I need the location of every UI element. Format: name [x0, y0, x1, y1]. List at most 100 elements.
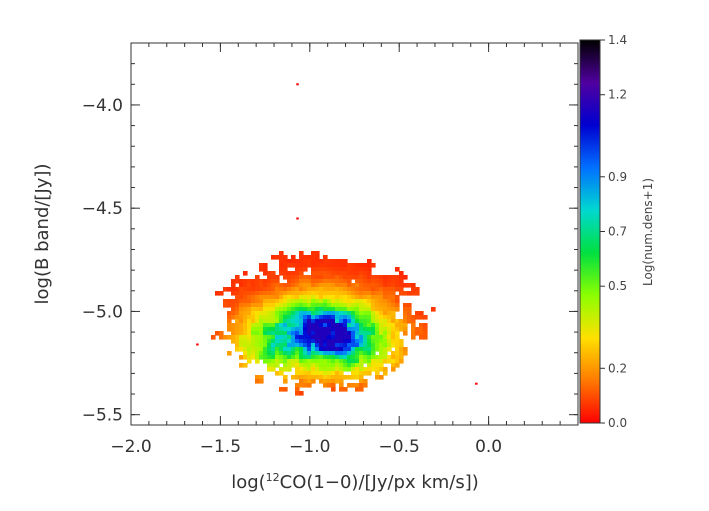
density-cell	[303, 315, 308, 320]
density-cell	[275, 351, 280, 356]
density-cell	[307, 371, 312, 376]
density-cell	[283, 359, 288, 364]
density-cell	[343, 375, 348, 380]
density-cell	[375, 319, 380, 324]
density-cell	[227, 303, 232, 308]
density-cell	[227, 351, 232, 356]
density-cell	[391, 355, 396, 360]
density-cell	[283, 335, 288, 340]
density-cell	[319, 351, 324, 356]
density-cell	[243, 363, 248, 368]
density-cell	[303, 287, 308, 292]
density-cell	[271, 343, 276, 348]
density-cell	[291, 299, 296, 304]
density-cell	[339, 367, 344, 372]
density-cell	[331, 283, 336, 288]
density-cell	[239, 311, 244, 316]
density-cell	[311, 275, 316, 280]
density-cell	[231, 315, 236, 320]
density-cell	[251, 351, 256, 356]
density-cell	[395, 335, 400, 340]
density-cell	[371, 307, 376, 312]
density-cell	[303, 363, 308, 368]
density-cell	[303, 351, 308, 356]
density-cell	[299, 335, 304, 340]
density-cell	[263, 343, 268, 348]
density-cell	[287, 319, 292, 324]
density-cell	[295, 339, 300, 344]
density-cell	[263, 359, 268, 364]
colorbar-ticks: 0.0 0.2 0.5 0.7 0.9 1.2 1.4	[600, 33, 627, 430]
density-cell	[323, 363, 328, 368]
density-cell	[347, 315, 352, 320]
density-cell	[263, 331, 268, 336]
density-cell	[379, 363, 384, 368]
density-cell	[387, 299, 392, 304]
density-cell	[415, 311, 420, 316]
density-cell	[291, 291, 296, 296]
density-cell	[355, 271, 360, 276]
density-cell	[379, 295, 384, 300]
density-cell	[291, 323, 296, 328]
density-cell	[271, 327, 276, 332]
density-cell	[315, 315, 320, 320]
density-cell	[323, 267, 328, 272]
density-cell	[339, 335, 344, 340]
density-cell	[323, 275, 328, 280]
density-cell	[307, 335, 312, 340]
density-cell	[343, 259, 348, 264]
density-cell	[303, 343, 308, 348]
density-cell	[371, 311, 376, 316]
density-cell	[239, 287, 244, 292]
density-cell	[307, 379, 312, 384]
density-cell	[331, 355, 336, 360]
density-cell	[251, 311, 256, 316]
density-cell	[263, 271, 268, 276]
density-cell	[351, 331, 356, 336]
density-cell	[339, 327, 344, 332]
density-cell	[375, 335, 380, 340]
density-cell	[395, 307, 400, 312]
density-cell	[299, 255, 304, 260]
density-cell	[359, 379, 364, 384]
density-cell	[355, 339, 360, 344]
density-cell	[315, 295, 320, 300]
density-cell	[339, 283, 344, 288]
density-cell	[359, 319, 364, 324]
density-cell	[231, 331, 236, 336]
density-cell	[239, 283, 244, 288]
density-cell	[311, 303, 316, 308]
density-cell	[267, 271, 272, 276]
density-cell	[259, 331, 264, 336]
density-cell	[279, 343, 284, 348]
density-cell	[391, 327, 396, 332]
density-cell	[259, 263, 264, 268]
density-cell	[363, 303, 368, 308]
density-cell	[231, 299, 236, 304]
density-cell	[255, 311, 260, 316]
density-cell	[311, 335, 316, 340]
density-cell	[407, 283, 412, 288]
density-cell	[259, 299, 264, 304]
density-cell	[295, 295, 300, 300]
density-cell	[395, 347, 400, 352]
density-cell	[315, 287, 320, 292]
density-cell	[247, 279, 252, 284]
density-cell	[243, 351, 248, 356]
density-cell	[379, 275, 384, 280]
density-cell	[303, 291, 308, 296]
density-cell	[263, 283, 268, 288]
density-cell	[339, 363, 344, 368]
density-cell	[307, 255, 312, 260]
density-cell	[295, 359, 300, 364]
density-cell	[339, 291, 344, 296]
density-cell	[283, 355, 288, 360]
density-cell	[263, 323, 268, 328]
density-cell	[263, 335, 268, 340]
density-cell	[283, 255, 288, 260]
density-cell	[351, 383, 356, 388]
density-cell	[307, 303, 312, 308]
density-cell	[275, 295, 280, 300]
density-cell	[227, 323, 232, 328]
density-cell	[311, 315, 316, 320]
